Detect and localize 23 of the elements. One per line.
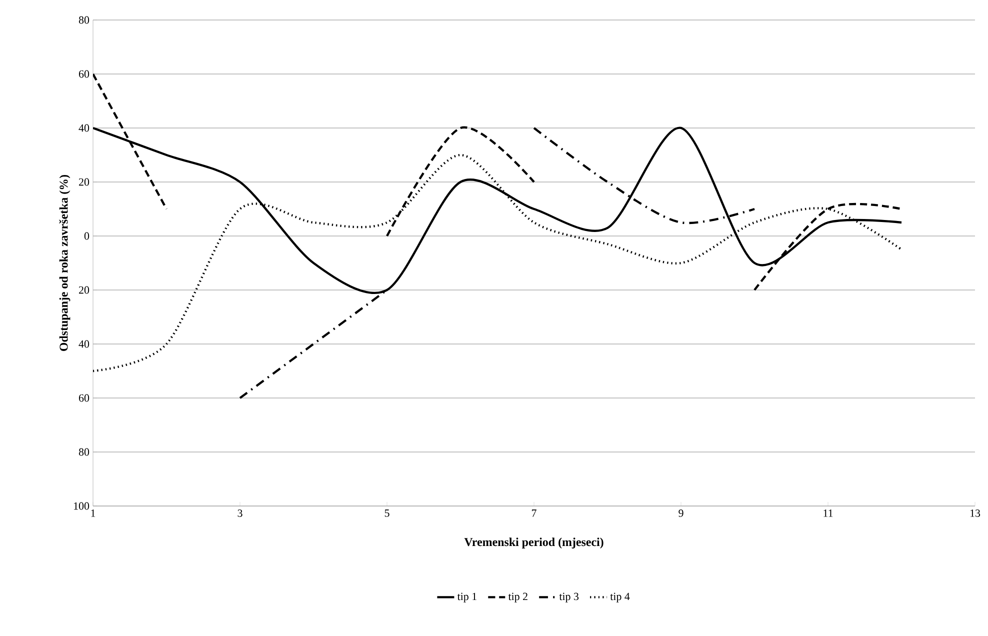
legend-label: tip 1: [457, 592, 476, 602]
legend-label: tip 2: [508, 592, 528, 602]
x-tick-label: 1: [91, 510, 96, 517]
y-tick-label: 80: [78, 448, 90, 456]
x-tick-label: 9: [678, 510, 684, 517]
y-tick-label: 60: [78, 70, 90, 78]
y-tick-label: 80: [78, 16, 90, 24]
legend-label: tip 3: [559, 592, 579, 602]
legend-label: tip 4: [610, 592, 630, 602]
x-tick-label: 11: [824, 510, 833, 517]
x-axis-title: Vremenski period (mjeseci): [464, 538, 604, 549]
y-tick-label: 60: [78, 394, 90, 402]
y-tick-label: 0: [84, 232, 90, 240]
x-tick-label: 5: [384, 510, 390, 517]
y-tick-label: 20: [79, 178, 90, 186]
y-tick-label: 40: [78, 124, 90, 132]
x-tick-label: 3: [238, 510, 242, 517]
y-axis-title: Odstupanje od roka završetka (%): [59, 174, 70, 351]
y-tick-label: 100: [74, 502, 90, 510]
y-tick-label: 40: [78, 340, 90, 348]
x-tick-label: 13: [970, 510, 980, 517]
y-tick-label: 20: [79, 286, 90, 294]
x-tick-label: 7: [532, 510, 536, 517]
